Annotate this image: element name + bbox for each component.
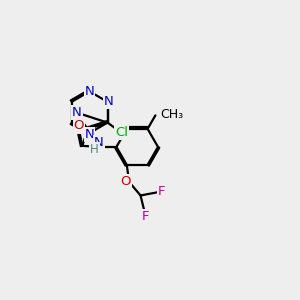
Text: N: N	[104, 95, 114, 108]
Text: N: N	[85, 85, 94, 98]
Text: O: O	[120, 176, 131, 188]
Text: N: N	[72, 106, 82, 119]
Text: F: F	[141, 210, 149, 223]
Text: N: N	[85, 128, 94, 141]
Text: Cl: Cl	[115, 126, 128, 139]
Text: H: H	[90, 143, 99, 156]
Text: F: F	[158, 185, 165, 198]
Text: O: O	[74, 119, 84, 133]
Text: CH₃: CH₃	[160, 108, 183, 121]
Text: N: N	[94, 136, 104, 149]
